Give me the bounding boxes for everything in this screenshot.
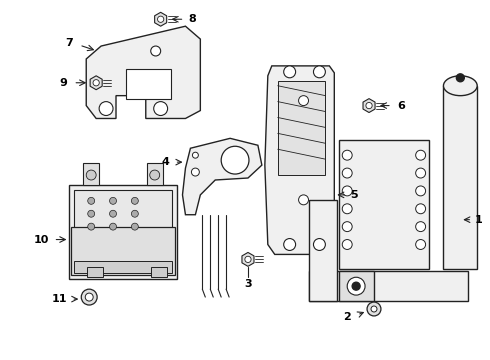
Bar bbox=[74, 261, 172, 273]
Circle shape bbox=[221, 146, 249, 174]
Polygon shape bbox=[242, 252, 254, 266]
Circle shape bbox=[284, 239, 295, 251]
Circle shape bbox=[416, 204, 426, 214]
Bar bbox=[278, 81, 325, 175]
Text: 10: 10 bbox=[34, 234, 49, 244]
Bar bbox=[151, 267, 167, 277]
Text: 7: 7 bbox=[66, 38, 73, 48]
Circle shape bbox=[416, 222, 426, 231]
Circle shape bbox=[154, 102, 168, 116]
Circle shape bbox=[151, 46, 161, 56]
Circle shape bbox=[342, 222, 352, 231]
Circle shape bbox=[245, 256, 251, 262]
Polygon shape bbox=[90, 76, 102, 90]
Circle shape bbox=[298, 195, 309, 205]
Bar bbox=[74, 190, 172, 232]
Circle shape bbox=[367, 302, 381, 316]
Circle shape bbox=[131, 223, 138, 230]
Circle shape bbox=[150, 170, 160, 180]
Polygon shape bbox=[265, 66, 334, 255]
Bar bbox=[443, 86, 477, 269]
Circle shape bbox=[416, 150, 426, 160]
Circle shape bbox=[88, 197, 95, 204]
Circle shape bbox=[371, 306, 377, 312]
Circle shape bbox=[342, 204, 352, 214]
Bar bbox=[310, 200, 337, 301]
Bar bbox=[72, 228, 174, 275]
Text: 9: 9 bbox=[59, 78, 67, 88]
Circle shape bbox=[314, 66, 325, 78]
Text: 2: 2 bbox=[343, 312, 351, 322]
Circle shape bbox=[88, 223, 95, 230]
Circle shape bbox=[99, 102, 113, 116]
Circle shape bbox=[456, 74, 465, 82]
Text: 1: 1 bbox=[474, 215, 482, 225]
Circle shape bbox=[131, 210, 138, 217]
Circle shape bbox=[284, 66, 295, 78]
Text: 6: 6 bbox=[397, 100, 405, 111]
Circle shape bbox=[131, 197, 138, 204]
Circle shape bbox=[85, 293, 93, 301]
Polygon shape bbox=[363, 99, 375, 113]
Circle shape bbox=[416, 168, 426, 178]
Bar bbox=[83, 163, 99, 185]
Bar bbox=[339, 271, 374, 301]
Circle shape bbox=[342, 150, 352, 160]
Circle shape bbox=[93, 80, 99, 86]
Ellipse shape bbox=[443, 76, 477, 96]
Polygon shape bbox=[86, 26, 200, 118]
Bar bbox=[147, 163, 163, 185]
Text: 5: 5 bbox=[350, 190, 358, 200]
Polygon shape bbox=[155, 12, 167, 26]
Circle shape bbox=[157, 16, 164, 22]
Circle shape bbox=[110, 197, 117, 204]
Text: 11: 11 bbox=[51, 294, 67, 304]
Circle shape bbox=[342, 168, 352, 178]
Circle shape bbox=[88, 210, 95, 217]
Bar bbox=[87, 267, 103, 277]
Circle shape bbox=[366, 103, 372, 109]
Bar bbox=[70, 185, 176, 279]
Circle shape bbox=[86, 170, 96, 180]
Circle shape bbox=[298, 96, 309, 105]
Bar bbox=[126, 69, 171, 99]
Text: 3: 3 bbox=[244, 279, 252, 289]
Circle shape bbox=[352, 282, 360, 290]
Text: 4: 4 bbox=[162, 157, 170, 167]
Bar bbox=[339, 140, 429, 269]
Circle shape bbox=[193, 152, 198, 158]
Circle shape bbox=[192, 168, 199, 176]
Circle shape bbox=[110, 210, 117, 217]
Circle shape bbox=[342, 239, 352, 249]
Circle shape bbox=[110, 223, 117, 230]
Circle shape bbox=[416, 239, 426, 249]
Bar bbox=[310, 271, 468, 301]
Text: 8: 8 bbox=[189, 14, 196, 24]
Circle shape bbox=[342, 186, 352, 196]
Polygon shape bbox=[182, 138, 262, 215]
Circle shape bbox=[314, 239, 325, 251]
Circle shape bbox=[81, 289, 97, 305]
Circle shape bbox=[347, 277, 365, 295]
Circle shape bbox=[416, 186, 426, 196]
